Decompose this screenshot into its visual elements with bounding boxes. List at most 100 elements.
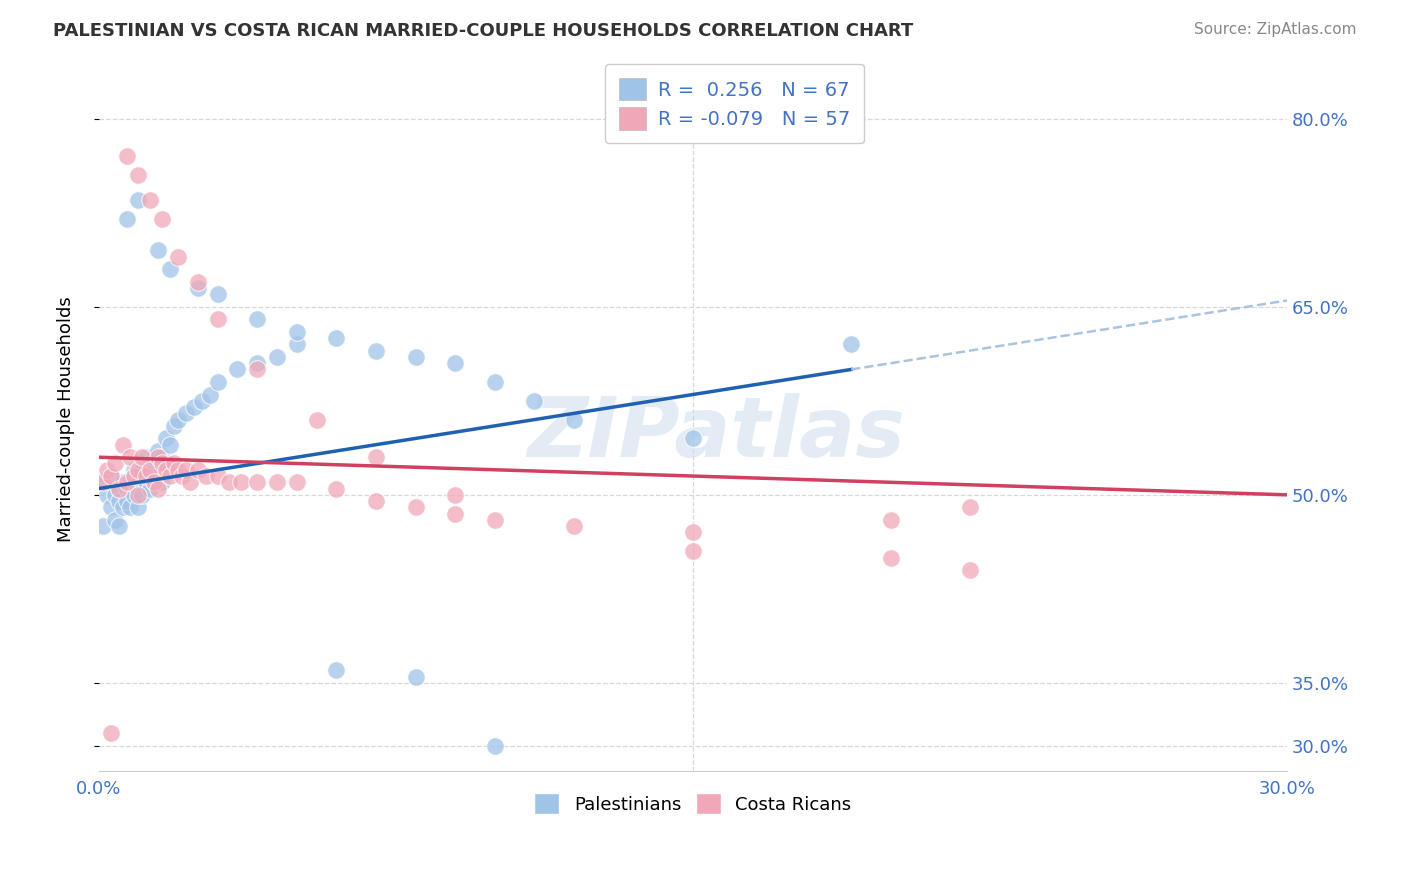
Point [148, 244, 170, 258]
Point [187, 463, 209, 477]
Point [155, 457, 177, 471]
Point [150, 211, 173, 226]
Point [364, 494, 387, 508]
Point [484, 739, 506, 753]
Point [107, 482, 129, 496]
Point [167, 412, 190, 426]
Point [148, 444, 170, 458]
Point [364, 343, 387, 358]
Point [131, 450, 153, 465]
Point [167, 463, 190, 477]
Point [484, 375, 506, 389]
Point [150, 457, 173, 471]
Point [135, 469, 157, 483]
Point [131, 463, 153, 477]
Point [207, 287, 229, 301]
Point [135, 475, 157, 490]
Point [523, 393, 546, 408]
Point [159, 262, 181, 277]
Point [190, 393, 212, 408]
Point [124, 469, 146, 483]
Point [107, 494, 129, 508]
Point [139, 463, 162, 477]
Point [159, 438, 181, 452]
Point [127, 488, 149, 502]
Point [364, 450, 387, 465]
Point [959, 500, 981, 515]
Point [91, 475, 114, 490]
Point [183, 400, 205, 414]
Point [155, 431, 177, 445]
Point [174, 463, 197, 477]
Point [127, 463, 149, 477]
Point [562, 412, 585, 426]
Point [266, 350, 288, 364]
Point [127, 193, 149, 207]
Point [124, 463, 146, 477]
Point [167, 250, 190, 264]
Point [150, 450, 173, 465]
Point [139, 193, 162, 207]
Point [127, 500, 149, 515]
Point [148, 469, 170, 483]
Point [100, 726, 122, 740]
Point [484, 513, 506, 527]
Point [91, 475, 114, 490]
Point [91, 519, 114, 533]
Point [124, 488, 146, 502]
Point [218, 475, 240, 490]
Point [127, 168, 149, 182]
Point [143, 475, 166, 490]
Point [120, 500, 142, 515]
Point [163, 418, 186, 433]
Legend: Palestinians, Costa Ricans: Palestinians, Costa Ricans [523, 782, 862, 825]
Point [104, 457, 127, 471]
Point [266, 475, 288, 490]
Point [115, 494, 138, 508]
Point [163, 457, 186, 471]
Point [111, 475, 134, 490]
Point [285, 337, 308, 351]
Point [107, 482, 129, 496]
Point [100, 500, 122, 515]
Point [682, 544, 704, 558]
Point [194, 469, 217, 483]
Text: ZIPatlas: ZIPatlas [527, 393, 905, 475]
Text: Source: ZipAtlas.com: Source: ZipAtlas.com [1194, 22, 1357, 37]
Point [111, 500, 134, 515]
Point [120, 450, 142, 465]
Point [405, 500, 427, 515]
Point [444, 488, 467, 502]
Point [231, 475, 253, 490]
Point [562, 519, 585, 533]
Point [115, 475, 138, 490]
Point [444, 356, 467, 370]
Point [187, 275, 209, 289]
Point [325, 664, 347, 678]
Point [139, 457, 162, 471]
Point [682, 431, 704, 445]
Point [959, 563, 981, 577]
Point [115, 149, 138, 163]
Point [682, 525, 704, 540]
Point [246, 356, 269, 370]
Point [405, 350, 427, 364]
Point [150, 475, 173, 490]
Point [127, 469, 149, 483]
Point [170, 469, 193, 483]
Point [148, 450, 170, 465]
Point [115, 482, 138, 496]
Point [880, 550, 903, 565]
Point [207, 312, 229, 326]
Point [198, 387, 221, 401]
Point [226, 362, 249, 376]
Point [405, 670, 427, 684]
Point [111, 438, 134, 452]
Point [880, 513, 903, 527]
Point [246, 362, 269, 376]
Point [285, 325, 308, 339]
Point [100, 469, 122, 483]
Point [207, 469, 229, 483]
Point [131, 488, 153, 502]
Point [96, 463, 118, 477]
